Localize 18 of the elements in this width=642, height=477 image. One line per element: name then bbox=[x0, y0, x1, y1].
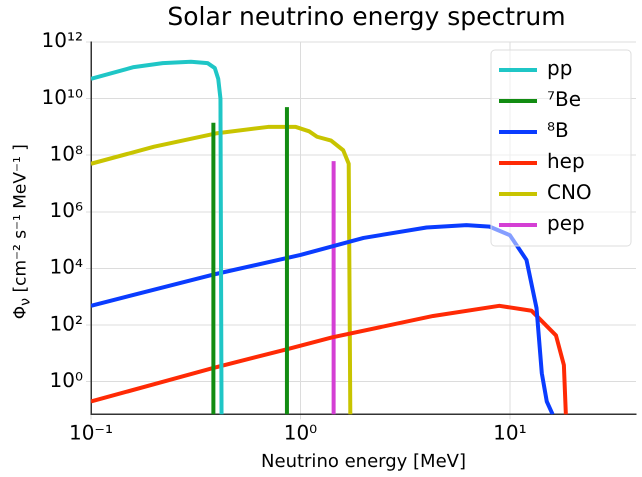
x-tick-label: 10¹ bbox=[493, 420, 527, 445]
x-tick-label: 10⁰ bbox=[284, 420, 318, 445]
y-tick-label: 10⁰ bbox=[50, 368, 83, 392]
y-tick-label: 10⁶ bbox=[50, 198, 83, 222]
chart-title: Solar neutrino energy spectrum bbox=[166, 2, 567, 31]
y-tick-label: 10¹² bbox=[42, 28, 83, 52]
y-tick-label: 10⁸ bbox=[50, 141, 83, 166]
y-tick-label: 10² bbox=[50, 311, 83, 336]
y-tick-label: 10⁴ bbox=[50, 254, 83, 279]
legend-label: CNO bbox=[547, 180, 592, 204]
legend-label: pp bbox=[547, 56, 572, 80]
legend-label: hep bbox=[547, 149, 585, 174]
legend-label: ⁸B bbox=[547, 118, 569, 142]
x-tick-label: 10⁻¹ bbox=[68, 420, 114, 445]
x-axis-title: Neutrino energy [MeV] bbox=[261, 450, 466, 472]
legend-label: pep bbox=[547, 211, 585, 236]
y-tick-label: 10¹⁰ bbox=[42, 84, 83, 109]
legend-label: ⁷Be bbox=[547, 87, 582, 112]
